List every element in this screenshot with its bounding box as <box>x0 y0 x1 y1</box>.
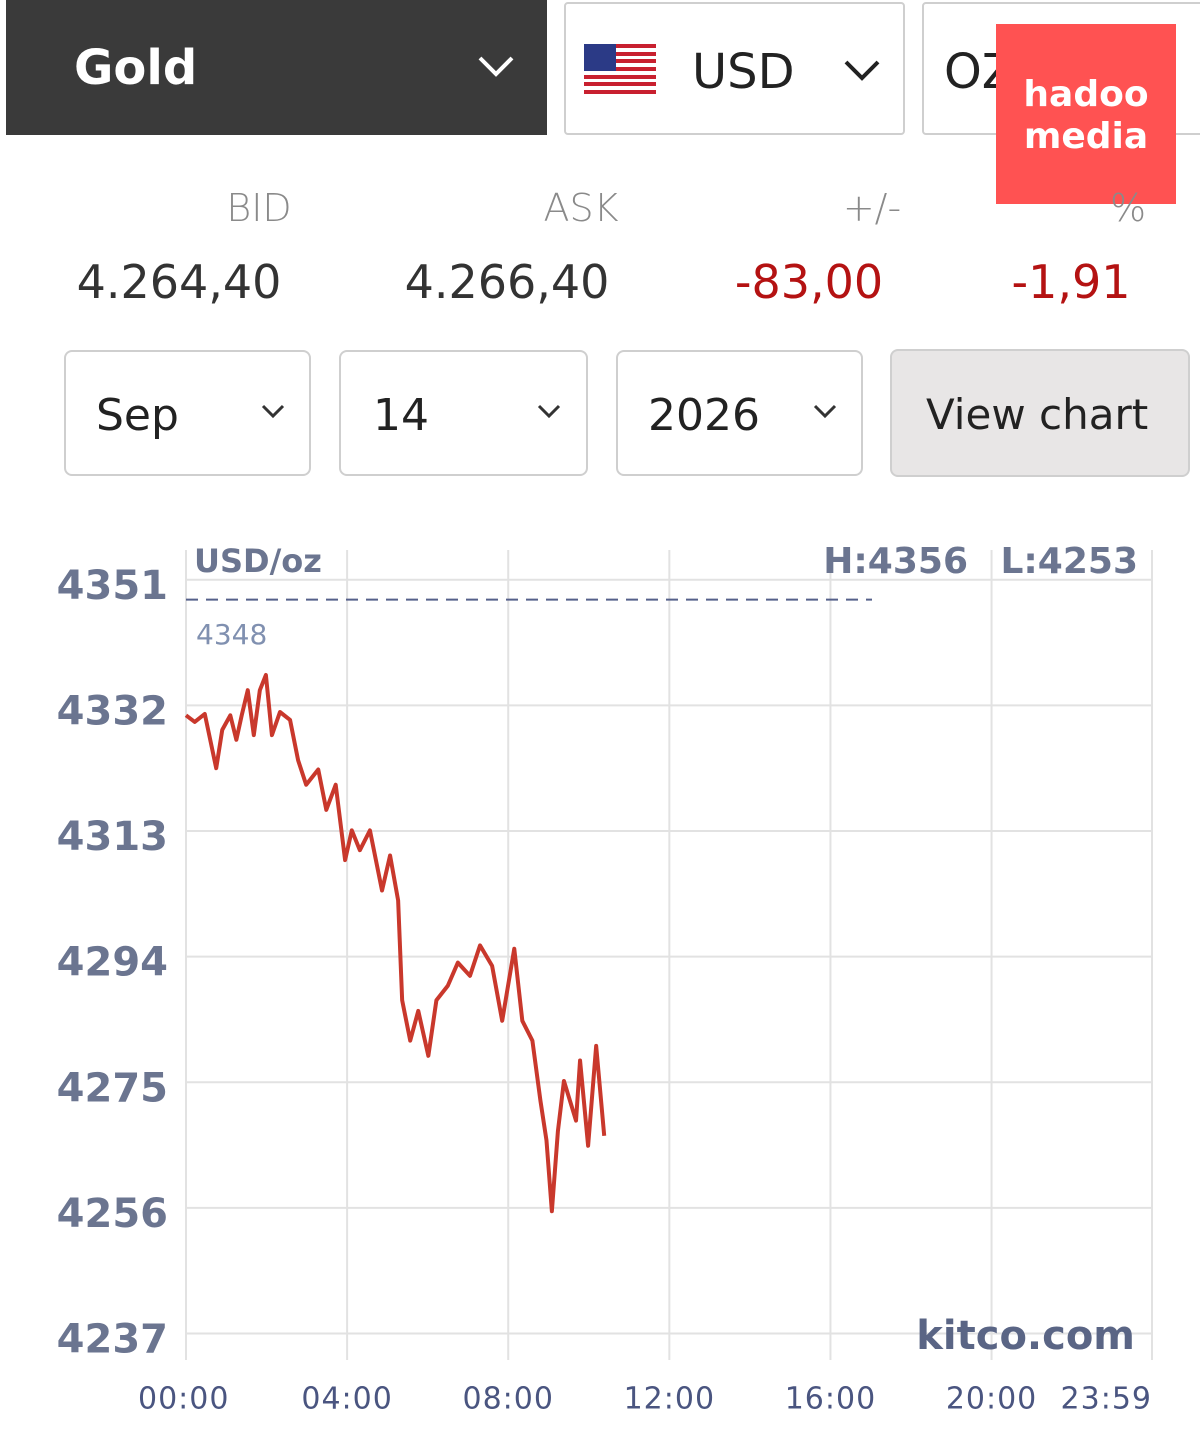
day-label: 14 <box>373 390 429 441</box>
high-label: H:4356 <box>823 541 968 582</box>
quote-value: 4.264,40 <box>76 255 282 309</box>
source-label: kitco.com <box>916 1313 1135 1359</box>
y-tick-label: 4256 <box>57 1191 168 1237</box>
y-tick-label: 4275 <box>57 1065 168 1111</box>
year-label: 2026 <box>648 390 760 441</box>
y-tick-label: 4313 <box>57 814 168 860</box>
y-tick-label: 4237 <box>57 1317 168 1363</box>
quote-header: +/- <box>842 186 902 230</box>
low-label: L:4253 <box>1000 541 1138 582</box>
x-tick-label: 04:00 <box>301 1382 392 1417</box>
currency-select[interactable]: USD <box>564 2 905 135</box>
metal-label: Gold <box>74 40 198 96</box>
watermark: hadoo media <box>996 24 1176 204</box>
chevron <box>844 60 880 81</box>
quote-header: % <box>1109 186 1147 230</box>
metal-select[interactable]: Gold <box>6 0 547 135</box>
quote-header: ASK <box>543 186 619 230</box>
reference-label: 4348 <box>196 618 267 651</box>
x-tick-label: 12:00 <box>624 1382 715 1417</box>
price-line <box>184 672 607 1214</box>
chevrons <box>261 404 837 419</box>
y-tick-label: 4332 <box>57 688 168 734</box>
x-tick-label: 20:00 <box>946 1382 1037 1417</box>
view-chart-button[interactable] <box>890 349 1190 477</box>
button-label: View chart <box>926 390 1149 439</box>
chevron <box>478 56 514 77</box>
watermark-text: hadoo <box>1023 74 1149 115</box>
y-tick-label: 4351 <box>57 563 168 609</box>
x-tick-label: 16:00 <box>785 1382 876 1417</box>
quote-value: -83,00 <box>734 255 884 309</box>
flag <box>584 44 656 94</box>
quote-value: -1,91 <box>1011 255 1131 309</box>
unit-label: USD/oz <box>194 542 322 580</box>
chart: USD/oz H:4356 L:4253 kitco.com 4237 4256 4… <box>57 541 1153 1417</box>
y-tick-label: 4294 <box>57 940 168 986</box>
watermark-text: media <box>1023 116 1149 157</box>
x-tick-label: 08:00 <box>462 1382 553 1417</box>
month-label: Sep <box>96 390 179 441</box>
quote-value: 4.266,40 <box>404 255 610 309</box>
currency-label: USD <box>692 44 795 100</box>
quote-header: BID <box>226 186 292 230</box>
x-tick-label: 00:00 <box>138 1382 229 1417</box>
x-tick-label: 23:59 <box>1061 1382 1152 1417</box>
